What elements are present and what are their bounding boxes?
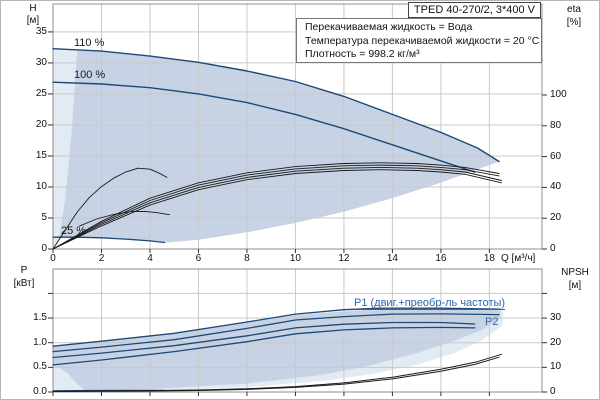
series-head-100 [52, 81, 476, 173]
tick-label-left: 10 [35, 180, 47, 192]
curve-label: 25 % [61, 225, 87, 237]
tick-label-left: 0.5 [33, 361, 47, 373]
tick-label-right: 100 [550, 89, 567, 100]
series-head-110 [52, 48, 500, 163]
plot-border [52, 3, 543, 250]
series-p2-max [52, 321, 476, 359]
tick-label-right: 10 [550, 361, 562, 373]
tick-label-left: 1.5 [33, 312, 47, 324]
tick-label-left: 25 [35, 87, 47, 99]
series-eta-25-arc [52, 167, 168, 250]
pump-model-title: TPED 40-270/2, 3*400 V [407, 2, 541, 18]
tick-label-right: 0 [550, 243, 556, 254]
eta-axis-label: eta [567, 4, 581, 15]
power-axis-label: P [20, 265, 28, 276]
tick-label-x: 8 [244, 253, 250, 264]
info-line-density: Плотность = 998.2 кг/м³ [305, 48, 420, 60]
tick-label-x: 18 [483, 253, 495, 264]
plot-border [52, 268, 543, 393]
curve-label: 110 % [74, 37, 105, 49]
tick-label-x: 14 [386, 253, 398, 264]
tick-label-left: 0 [41, 243, 47, 254]
curve-label: P1 (двиг.+преобр-ль частоты) [354, 297, 506, 310]
curve-label: P2 [485, 316, 499, 328]
info-line-fluid: Перекачиваемая жидкость = Вода [305, 21, 473, 33]
npsh-axis-label: NPSH [561, 267, 589, 278]
series-eta-max-a [52, 162, 500, 250]
tick-label-right: 0 [550, 386, 556, 397]
tick-label-right: 20 [550, 336, 562, 348]
series-eta-min-b [52, 169, 502, 250]
flow-axis-label: Q [м³/ч] [501, 253, 536, 264]
info-line-temperature: Температура перекачиваемой жидкости = 20… [305, 34, 540, 47]
fluid-info-box: Перекачиваемая жидкость = Вода Температу… [296, 18, 542, 63]
head-axis-label: H [29, 3, 37, 14]
tick-label-left: 15 [35, 149, 47, 161]
tick-label-x: 16 [435, 253, 447, 264]
tick-label-left: 20 [35, 118, 47, 130]
eta-axis-unit: [%] [566, 17, 582, 28]
region-power-envelope-dark [53, 308, 501, 390]
npsh-axis-unit: [м] [568, 280, 582, 291]
tick-label-right: 30 [550, 312, 562, 324]
tick-label-x: 0 [50, 253, 56, 264]
tick-label-x: 12 [338, 253, 350, 264]
region-min-flow-region [53, 48, 78, 250]
tick-label-x: 10 [289, 253, 301, 264]
series-eta-min-a [52, 166, 502, 250]
tick-label-x: 6 [195, 253, 202, 264]
tick-label-right: 80 [550, 119, 562, 131]
series-p1-min [52, 313, 500, 353]
power-axis-unit: [кВт] [13, 278, 35, 289]
tick-label-left: 0.0 [33, 386, 47, 397]
tick-label-left: 30 [35, 56, 47, 68]
tick-label-left: 5 [41, 211, 47, 223]
series-npsh-b [52, 356, 500, 392]
tick-label-left: 35 [35, 25, 47, 37]
tick-label-right: 40 [550, 181, 562, 193]
series-eta-25-short [79, 210, 170, 227]
series-eta-max-b [52, 164, 500, 250]
tick-label-x: 4 [147, 253, 153, 264]
head-axis-unit: [м] [26, 15, 40, 26]
tick-label-left: 1.0 [33, 336, 47, 348]
series-p1-max [52, 307, 501, 347]
tick-label-right: 60 [550, 150, 562, 162]
tick-label-right: 20 [550, 212, 562, 224]
series-p2-min [52, 326, 476, 366]
tick-label-x: 2 [98, 253, 105, 264]
curve-label: 100 % [74, 69, 106, 81]
